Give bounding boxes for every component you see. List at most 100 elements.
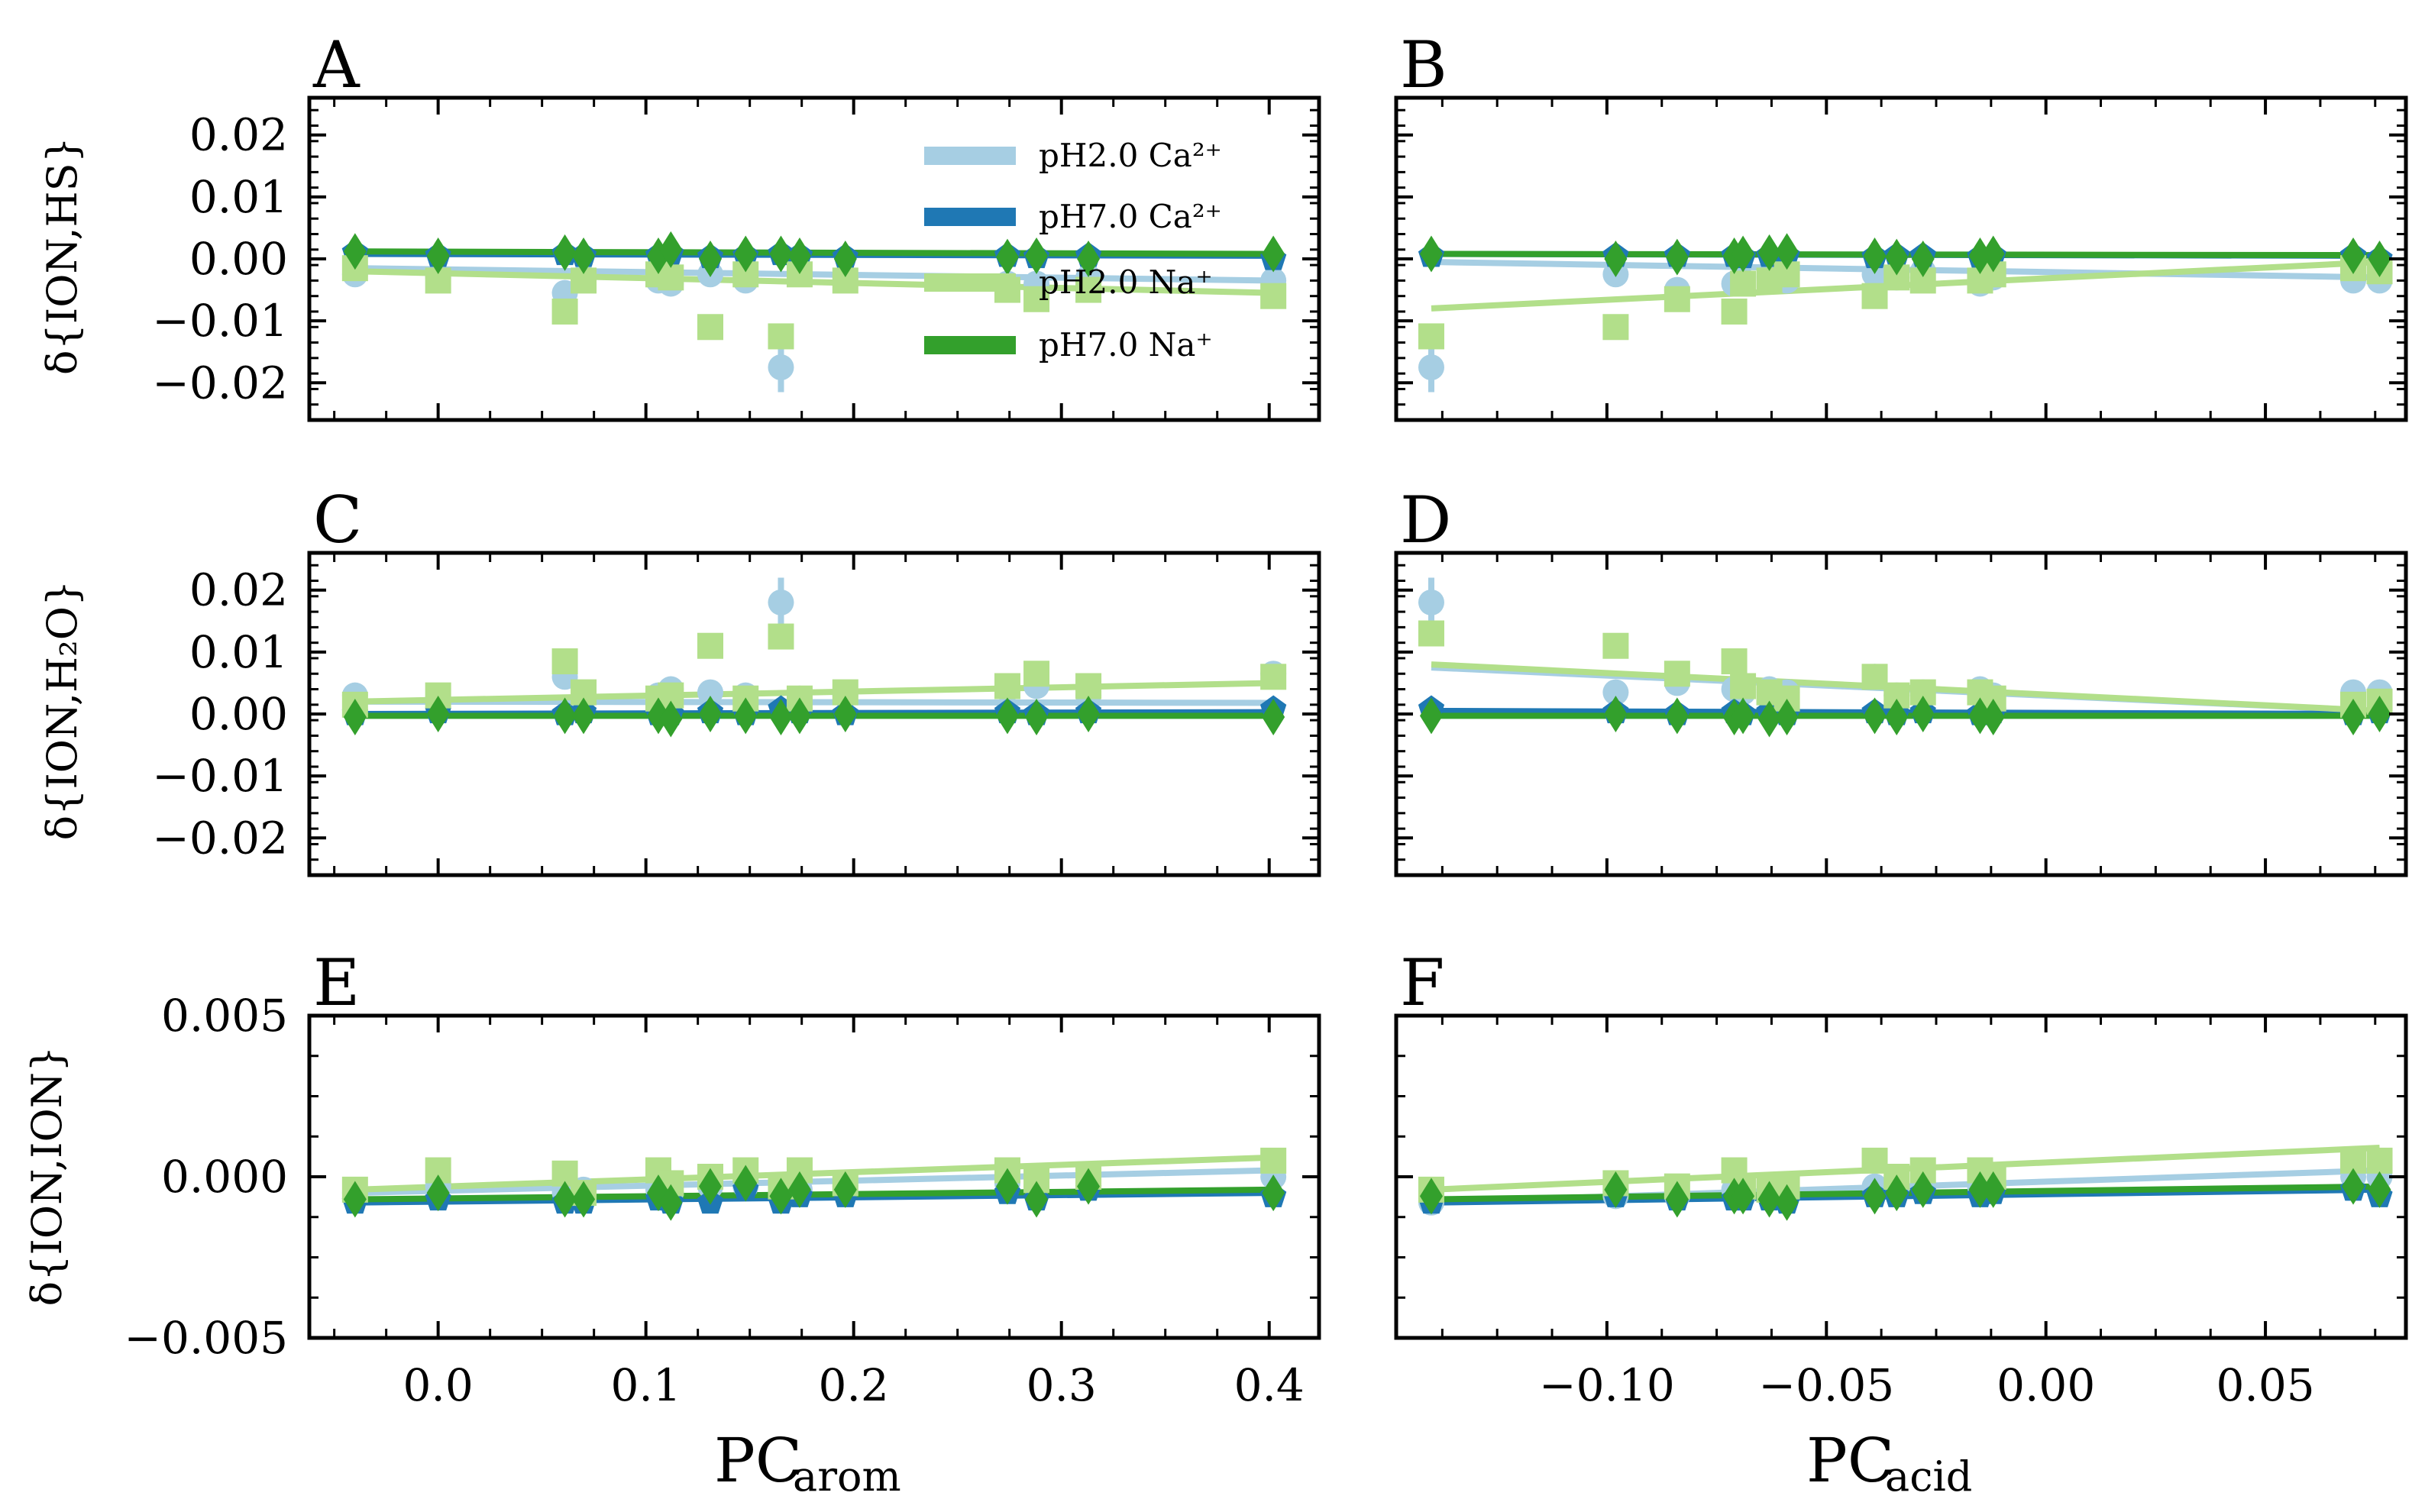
data-point [1731,235,1755,273]
series-ph7-na [1419,696,2391,738]
legend-label-ph7-ca: pH7.0 Ca²⁺ [1039,198,1222,235]
data-point [426,237,450,274]
data-point [734,235,758,273]
x-tick-label: 0.00 [1997,1359,2095,1411]
x-tick-label: 0.1 [611,1359,681,1411]
legend-label-ph2-na: pH2.0 Na⁺ [1039,263,1213,301]
data-point [1077,696,1101,732]
data-point [787,1171,811,1208]
series-ph2-na [1418,620,2393,718]
x-axis-label-arom-subscript: arom [793,1452,901,1501]
data-point [551,298,578,325]
series-ph7-na [343,1165,1285,1221]
x-tick-label: 0.2 [819,1359,889,1411]
y-axis-label-row2: δ{ION,H₂O} [38,580,86,841]
data-point [2368,1171,2391,1208]
data-point [994,673,1020,699]
data-point [2342,1168,2365,1205]
data-point [1419,1178,1443,1215]
data-point [769,1178,793,1215]
legend: pH2.0 Ca²⁺ pH7.0 Ca²⁺ pH2.0 Na⁺ pH7.0 Na… [924,137,1222,363]
panel-e: E 0.005 0.000 −0.005 0.0 0.1 0.2 0.3 0.4 [124,945,1321,1411]
data-point [1911,1171,1935,1208]
y-tick-label: −0.005 [124,1312,288,1364]
data-point [572,697,596,735]
fit-line-ph7-na [354,248,1274,257]
data-point [1602,679,1629,706]
data-point [1665,238,1689,276]
data-point [572,237,596,274]
plot-area-d [1418,577,2393,738]
data-point [1025,699,1049,736]
data-point [833,1171,857,1208]
series-ph2-na [341,255,1287,350]
data-point [1665,1181,1689,1218]
panel-letter-a: A [312,27,361,102]
data-point [343,699,367,736]
data-point [1023,661,1050,687]
data-point [2342,237,2365,274]
y-tick-label: −0.01 [152,295,288,347]
data-point [697,632,723,659]
plot-area-f [1418,1145,2393,1221]
data-point [2366,1147,2393,1174]
panel-letter-c: C [313,483,362,557]
data-point [343,233,367,270]
data-point [995,1168,1019,1205]
data-point [553,1181,577,1218]
fit-line-ph7-ca [354,1190,1274,1206]
panel-letter-f: F [1400,945,1444,1020]
data-point [768,323,794,350]
data-point [734,1165,758,1202]
data-point [658,264,684,291]
data-point [1968,237,1992,274]
panels-layer: A 0.02 0.01 0.00 −0.01 −0.02 B C 0.02 0.01 0.00 −0.… [124,27,2408,1411]
fit-line-ph2-ca [354,265,1274,284]
data-point [768,623,794,650]
data-point [1418,323,1444,350]
data-point [787,697,811,735]
fit-line-ph2-ca [354,1167,1274,1197]
data-point [1885,699,1909,736]
legend-label-ph7-na: pH7.0 Na⁺ [1039,326,1213,363]
panel-letter-e: E [313,945,360,1020]
y-axis-label-row1: δ{ION,HS} [38,137,86,375]
data-point [1262,699,1285,736]
data-point [1025,1181,1049,1218]
panel-c: C 0.02 0.01 0.00 −0.01 −0.02 [152,483,1321,877]
data-point [1604,696,1628,732]
data-point [1077,1168,1101,1205]
data-point [1260,664,1287,690]
data-point [1664,661,1690,687]
x-axis-label-acid: PC acid [1806,1425,1972,1501]
data-point [1861,1147,1888,1174]
data-point [1911,241,1935,277]
data-point [1602,632,1629,659]
data-point [1775,233,1799,270]
fit-line-ph2-ca [354,698,1274,706]
y-axis-label-row3: δ{ION,ION} [23,1046,71,1307]
fit-line-ph2-na [354,1154,1274,1193]
series-ph7-na [343,231,1285,277]
data-point [833,241,857,277]
data-point [553,697,577,735]
data-point [1775,699,1799,736]
x-tick-label: 0.3 [1027,1359,1097,1411]
panel-a: A 0.02 0.01 0.00 −0.01 −0.02 [152,27,1321,422]
data-point [833,696,857,732]
data-point [1602,314,1629,341]
data-point [553,234,577,271]
y-tick-label: −0.02 [152,812,288,864]
data-point [343,1181,367,1218]
data-point [659,700,683,738]
data-point [1775,1184,1799,1221]
data-point [1075,673,1102,699]
data-point [787,237,811,274]
plot-area-e [341,1147,1287,1221]
data-point [1757,234,1781,271]
data-point [1664,286,1690,312]
x-axis-label-arom: PC arom [714,1425,901,1501]
data-point [1911,696,1935,732]
data-point [1730,673,1757,699]
data-point [1968,1171,1992,1208]
